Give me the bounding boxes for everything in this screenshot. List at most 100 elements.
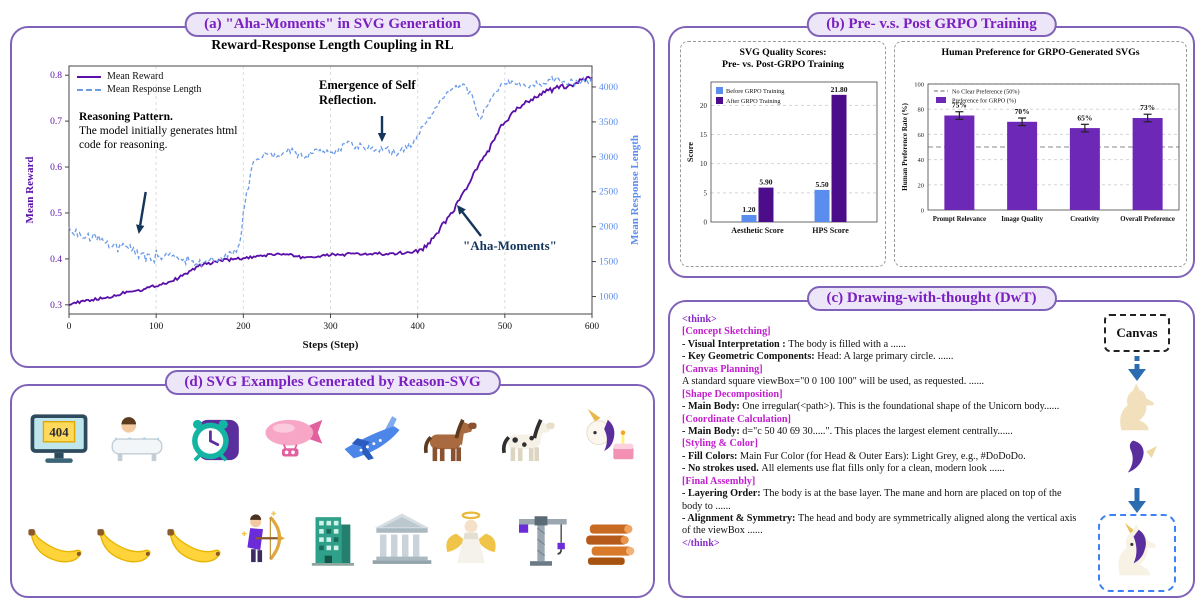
svg-text:HPS Score: HPS Score <box>812 226 849 235</box>
svg-text:Mean Response Length: Mean Response Length <box>629 135 641 245</box>
annotation-reasoning-pattern-title: Reasoning Pattern. <box>79 111 173 123</box>
svg-example-person-bathing <box>98 392 176 488</box>
canvas-box: Canvas <box>1104 314 1170 352</box>
svg-text:5: 5 <box>704 189 708 197</box>
svg-text:1.20: 1.20 <box>742 205 755 214</box>
svg-text:Creativity: Creativity <box>1070 216 1100 223</box>
chart-a-title: Reward-Response Length Coupling in RL <box>211 37 454 52</box>
construction-crane-icon <box>508 497 574 585</box>
dwt-line: - Layering Order: The body is at the bas… <box>682 488 1062 512</box>
airplane-icon <box>339 396 405 484</box>
svg-examples-row-2 <box>20 490 645 592</box>
reward-length-line-chart: 0.30.40.50.60.70.81000150020002500300035… <box>24 65 641 351</box>
svg-text:0: 0 <box>921 208 924 215</box>
svg-text:3500: 3500 <box>599 118 618 128</box>
spotted-horse-icon <box>495 396 561 484</box>
svg-text:Prompt Relevance: Prompt Relevance <box>933 216 986 223</box>
svg-text:100: 100 <box>149 322 164 332</box>
down-arrow-icon <box>1126 356 1148 382</box>
svg-text:0.6: 0.6 <box>50 163 62 173</box>
dwt-line: [Coordinate Calculation] <box>682 413 791 425</box>
svg-text:400: 400 <box>411 322 426 332</box>
svg-example-airplane <box>333 392 411 488</box>
final-unicorn-box <box>1098 514 1176 592</box>
mean-reward-line-sample <box>77 75 101 78</box>
svg-text:100: 100 <box>914 82 924 89</box>
panel-c-badge: (c) Drawing-with-thought (DwT) <box>806 286 1057 311</box>
unicorn-body-step <box>1108 382 1166 443</box>
dwt-line: </think> <box>682 537 720 549</box>
bar-overall-preference <box>1132 118 1163 210</box>
dwt-line: [Styling & Color] <box>682 438 758 450</box>
svg-example-unicorn-with-cake <box>567 392 645 488</box>
legend-mean-reward-label: Mean Reward <box>107 71 164 82</box>
preference-chart-title: Human Preference for GRPO-Generated SVGs <box>941 47 1140 58</box>
bar-prompt-relevance <box>944 115 975 210</box>
svg-text:Human Preference Rate (%): Human Preference Rate (%) <box>901 103 909 191</box>
svg-text:4000: 4000 <box>599 83 618 93</box>
error-404-monitor-icon <box>26 396 92 484</box>
dwt-line: <think> <box>682 314 717 325</box>
annotation-aha-moments: "Aha-Moments" <box>463 238 557 253</box>
svg-text:2500: 2500 <box>599 188 618 198</box>
svg-text:40: 40 <box>918 157 925 164</box>
svg-example-spotted-horse <box>489 392 567 488</box>
svg-example-banana-3 <box>159 490 228 592</box>
dwt-line: A standard square viewBox="0 0 100 100" … <box>682 376 985 388</box>
bar-after-grpo-training-aesthetic-score <box>758 187 774 222</box>
legend-entry-mean-reward: Mean Reward <box>77 70 201 83</box>
annotation-emergence-of-self-reflection: Emergence of Self Reflection. <box>319 78 416 107</box>
dwt-line: - Key Geometric Components: Head: A larg… <box>682 351 954 363</box>
svg-text:3000: 3000 <box>599 153 618 163</box>
dwt-line: [Shape Decomposition] <box>682 388 783 400</box>
svg-text:No Clear Preference (50%): No Clear Preference (50%) <box>952 89 1020 96</box>
dwt-line: [Canvas Planning] <box>682 363 763 375</box>
svg-text:Overall Preference: Overall Preference <box>1120 216 1175 223</box>
svg-text:Score: Score <box>685 142 695 162</box>
banana-3-icon <box>161 497 227 585</box>
alarm-clock-icon <box>182 396 248 484</box>
dwt-flow-column: Canvas <box>1086 310 1190 596</box>
legend-entry-mean-response-length: Mean Response Length <box>77 83 201 96</box>
svg-example-archer <box>228 490 297 592</box>
quality-chart-title-line2: Pre- vs. Post-GRPO Training <box>722 58 844 70</box>
svg-example-construction-crane <box>506 490 575 592</box>
panel-drawing-with-thought: (c) Drawing-with-thought (DwT) <think> [C… <box>668 286 1195 598</box>
svg-example-lumber-stack <box>576 490 645 592</box>
svg-example-angel-statue <box>437 490 506 592</box>
svg-text:500: 500 <box>498 322 513 332</box>
svg-text:After GRPO Training: After GRPO Training <box>726 98 781 105</box>
angel-statue-icon <box>438 497 504 585</box>
svg-text:15: 15 <box>700 131 708 139</box>
dwt-line: - Fill Colors: Main Fur Color (for Head … <box>682 450 1026 462</box>
line-chart-container: 0.3 0.4 0.5 0.6 0.7 0.8 1000 1500 2000 2500 3000 35… <box>19 56 648 356</box>
dwt-line: - No strokes used. All elements use flat… <box>682 463 1005 475</box>
svg-text:21.80: 21.80 <box>831 85 848 94</box>
svg-text:0: 0 <box>67 322 72 332</box>
svg-text:60: 60 <box>918 132 925 139</box>
bar-after-grpo-training-hps-score <box>831 94 847 222</box>
panel-grpo-training: (b) Pre- v.s. Post GRPO Training SVG Qua… <box>668 12 1195 278</box>
preference-bar-chart: 0 20 40 60 80 100 Human Preference Rate (%) 75%… <box>901 82 1180 223</box>
dwt-line: [Final Assembly] <box>682 475 756 487</box>
lumber-stack-icon <box>577 497 643 585</box>
unicorn-with-cake-icon <box>573 396 639 484</box>
svg-text:0: 0 <box>704 219 708 227</box>
svg-examples-row-1 <box>20 392 645 488</box>
svg-text:0.4: 0.4 <box>50 255 62 265</box>
office-building-icon <box>299 497 365 585</box>
svg-example-banana-2 <box>89 490 158 592</box>
quality-bar-chart: 0 5 10 15 20 Score 1.20 5.90 Aesthetic Score 5.50… <box>685 81 878 235</box>
svg-text:5.90: 5.90 <box>759 178 772 187</box>
archer-icon <box>230 497 296 585</box>
panel-aha-moments: (a) "Aha-Moments" in SVG Generation Rewa… <box>10 12 655 368</box>
panel-svg-examples: (d) SVG Examples Generated by Reason-SVG <box>10 370 655 598</box>
bar-before-grpo-training-hps-score <box>814 189 830 222</box>
svg-text:20: 20 <box>700 102 708 110</box>
svg-quality-scores-box: SVG Quality Scores: Pre- vs. Post-GRPO T… <box>680 41 886 267</box>
svg-text:300: 300 <box>323 322 338 332</box>
svg-text:2000: 2000 <box>599 223 618 233</box>
panel-b-badge: (b) Pre- v.s. Post GRPO Training <box>806 12 1057 37</box>
panel-d-badge: (d) SVG Examples Generated by Reason-SVG <box>164 370 501 395</box>
unicorn-mane-step <box>1112 438 1162 491</box>
